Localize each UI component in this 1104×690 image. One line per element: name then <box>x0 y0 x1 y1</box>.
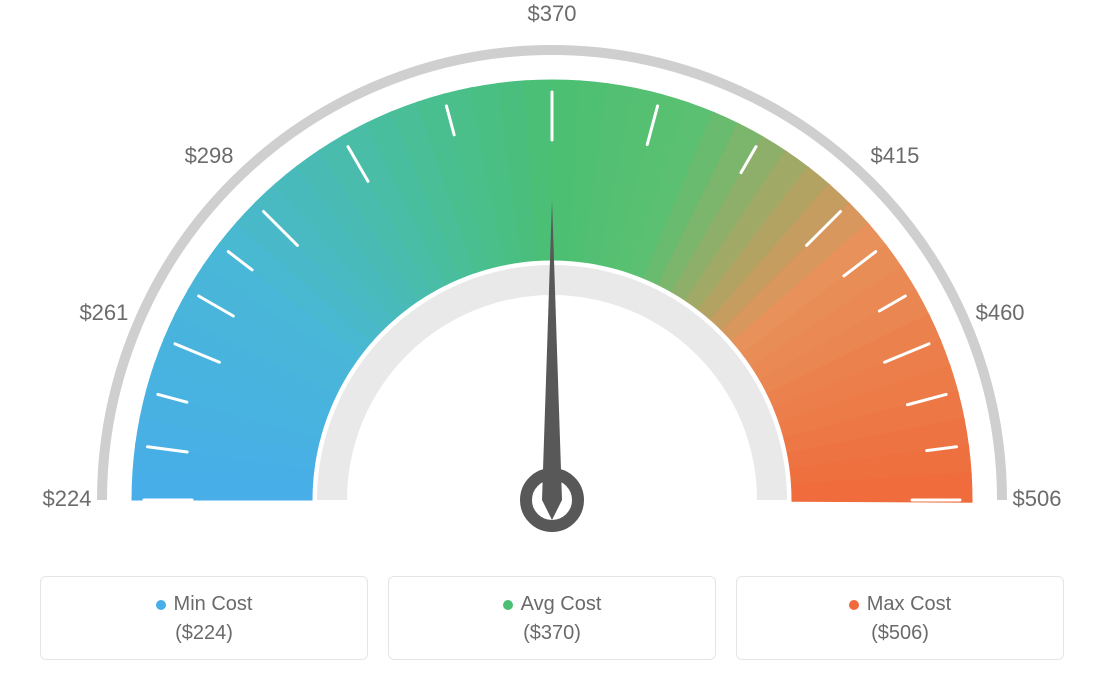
legend-max-value: ($506) <box>737 622 1063 645</box>
legend-min-label: Min Cost <box>156 593 253 616</box>
svg-text:$261: $261 <box>79 300 128 325</box>
svg-text:$415: $415 <box>870 143 919 168</box>
svg-text:$298: $298 <box>185 143 234 168</box>
legend-row: Min Cost ($224) Avg Cost ($370) Max Cost… <box>40 576 1064 660</box>
dot-icon <box>503 600 513 610</box>
legend-min: Min Cost ($224) <box>40 576 368 660</box>
legend-avg-label: Avg Cost <box>503 593 602 616</box>
legend-min-text: Min Cost <box>174 593 253 616</box>
svg-text:$370: $370 <box>528 1 577 26</box>
dot-icon <box>849 600 859 610</box>
svg-text:$224: $224 <box>43 486 92 511</box>
legend-min-value: ($224) <box>41 622 367 645</box>
legend-avg-text: Avg Cost <box>521 593 602 616</box>
dot-icon <box>156 600 166 610</box>
legend-max-text: Max Cost <box>867 593 951 616</box>
cost-gauge-chart: $224 $261 $298 $370 $415 $460 $506 <box>0 0 1104 560</box>
legend-avg: Avg Cost ($370) <box>388 576 716 660</box>
legend-avg-value: ($370) <box>389 622 715 645</box>
svg-text:$506: $506 <box>1013 486 1062 511</box>
svg-text:$460: $460 <box>976 300 1025 325</box>
legend-max: Max Cost ($506) <box>736 576 1064 660</box>
legend-max-label: Max Cost <box>849 593 951 616</box>
gauge-svg: $224 $261 $298 $370 $415 $460 $506 <box>0 0 1104 560</box>
